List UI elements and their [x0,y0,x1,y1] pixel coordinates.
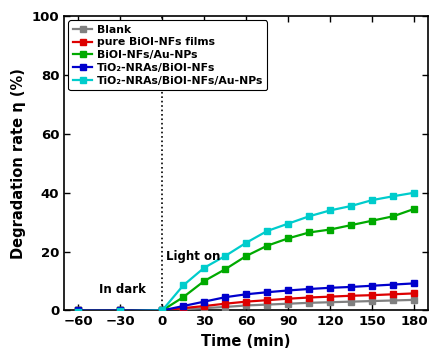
TiO₂-NRAs/BiOI-NFs/Au-NPs [223,254,228,258]
pure BiOI-NFs films [160,308,165,312]
pure BiOI-NFs films [391,292,396,296]
BiOI-NFs/Au-NPs [348,223,354,227]
pure BiOI-NFs films [202,304,207,308]
TiO₂-NRAs/BiOI-NFs [348,285,354,289]
BiOI-NFs/Au-NPs [202,279,207,283]
BiOI-NFs/Au-NPs [117,308,123,312]
Blank [370,299,375,303]
Blank [411,298,417,302]
Blank [391,298,396,303]
Line: TiO₂-NRAs/BiOI-NFs: TiO₂-NRAs/BiOI-NFs [75,280,417,314]
TiO₂-NRAs/BiOI-NFs/Au-NPs [180,283,186,288]
pure BiOI-NFs films [327,294,333,299]
BiOI-NFs/Au-NPs [327,228,333,232]
TiO₂-NRAs/BiOI-NFs [202,300,207,304]
pure BiOI-NFs films [370,293,375,297]
TiO₂-NRAs/BiOI-NFs/Au-NPs [286,221,291,226]
TiO₂-NRAs/BiOI-NFs [307,287,312,291]
pure BiOI-NFs films [411,291,417,296]
Blank [117,308,123,312]
TiO₂-NRAs/BiOI-NFs/Au-NPs [264,229,270,233]
TiO₂-NRAs/BiOI-NFs [264,290,270,294]
TiO₂-NRAs/BiOI-NFs/Au-NPs [76,310,81,314]
TiO₂-NRAs/BiOI-NFs/Au-NPs [307,214,312,219]
BiOI-NFs/Au-NPs [264,244,270,248]
TiO₂-NRAs/BiOI-NFs [180,304,186,308]
TiO₂-NRAs/BiOI-NFs [327,285,333,290]
TiO₂-NRAs/BiOI-NFs [76,308,81,312]
Legend: Blank, pure BiOI-NFs films, BiOI-NFs/Au-NPs, TiO₂-NRAs/BiOI-NFs, TiO₂-NRAs/BiOI-: Blank, pure BiOI-NFs films, BiOI-NFs/Au-… [69,21,268,90]
Line: BiOI-NFs/Au-NPs: BiOI-NFs/Au-NPs [75,206,417,314]
Blank [327,300,333,305]
Blank [223,305,228,309]
Y-axis label: Degradation rate η (%): Degradation rate η (%) [11,68,26,259]
TiO₂-NRAs/BiOI-NFs/Au-NPs [327,208,333,212]
Line: Blank: Blank [75,297,417,314]
Blank [76,308,81,312]
BiOI-NFs/Au-NPs [411,207,417,211]
Blank [160,308,165,312]
TiO₂-NRAs/BiOI-NFs [286,288,291,293]
Blank [202,306,207,310]
Line: pure BiOI-NFs films: pure BiOI-NFs films [75,290,417,314]
BiOI-NFs/Au-NPs [286,236,291,240]
TiO₂-NRAs/BiOI-NFs/Au-NPs [202,266,207,270]
BiOI-NFs/Au-NPs [243,254,249,258]
TiO₂-NRAs/BiOI-NFs [411,281,417,285]
BiOI-NFs/Au-NPs [370,219,375,223]
TiO₂-NRAs/BiOI-NFs [243,292,249,296]
Blank [180,307,186,311]
TiO₂-NRAs/BiOI-NFs [223,295,228,300]
Blank [348,300,354,304]
BiOI-NFs/Au-NPs [223,267,228,271]
X-axis label: Time (min): Time (min) [202,334,291,349]
TiO₂-NRAs/BiOI-NFs/Au-NPs [117,309,123,314]
pure BiOI-NFs films [223,302,228,306]
pure BiOI-NFs films [307,295,312,300]
Text: Light on: Light on [166,251,221,264]
TiO₂-NRAs/BiOI-NFs/Au-NPs [348,204,354,208]
Text: In dark: In dark [99,283,146,296]
Blank [243,303,249,308]
pure BiOI-NFs films [180,306,186,310]
pure BiOI-NFs films [264,298,270,302]
TiO₂-NRAs/BiOI-NFs/Au-NPs [391,194,396,198]
TiO₂-NRAs/BiOI-NFs [391,282,396,287]
BiOI-NFs/Au-NPs [76,308,81,312]
pure BiOI-NFs films [117,308,123,312]
BiOI-NFs/Au-NPs [391,214,396,219]
BiOI-NFs/Au-NPs [307,230,312,235]
pure BiOI-NFs films [76,308,81,312]
BiOI-NFs/Au-NPs [180,295,186,300]
TiO₂-NRAs/BiOI-NFs/Au-NPs [160,308,165,312]
Blank [286,302,291,306]
pure BiOI-NFs films [348,294,354,298]
BiOI-NFs/Au-NPs [160,308,165,312]
pure BiOI-NFs films [243,300,249,304]
Blank [307,301,312,305]
Blank [264,302,270,307]
TiO₂-NRAs/BiOI-NFs/Au-NPs [370,198,375,202]
TiO₂-NRAs/BiOI-NFs [160,308,165,312]
TiO₂-NRAs/BiOI-NFs [370,284,375,288]
TiO₂-NRAs/BiOI-NFs/Au-NPs [243,240,249,245]
TiO₂-NRAs/BiOI-NFs [117,308,123,312]
TiO₂-NRAs/BiOI-NFs/Au-NPs [411,190,417,195]
Line: TiO₂-NRAs/BiOI-NFs/Au-NPs: TiO₂-NRAs/BiOI-NFs/Au-NPs [75,190,417,315]
pure BiOI-NFs films [286,297,291,301]
